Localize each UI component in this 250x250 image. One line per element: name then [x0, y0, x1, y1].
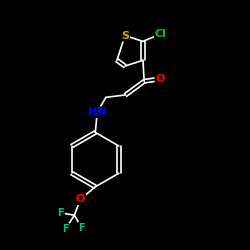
Text: F: F [62, 224, 69, 234]
Text: O: O [156, 74, 165, 84]
Text: Cl: Cl [155, 29, 167, 39]
Text: O: O [76, 194, 85, 204]
Text: S: S [121, 30, 129, 40]
Text: HN: HN [88, 107, 106, 117]
Text: F: F [58, 208, 64, 218]
Text: F: F [78, 222, 85, 232]
